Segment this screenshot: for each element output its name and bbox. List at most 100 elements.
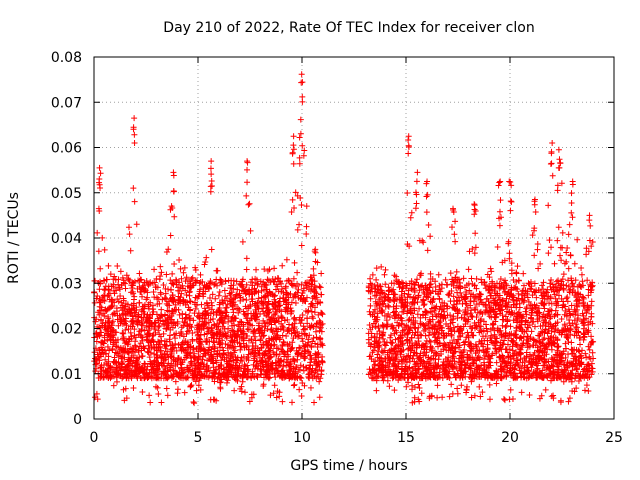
data-point xyxy=(318,328,325,335)
data-point xyxy=(119,302,126,309)
data-point xyxy=(196,335,203,342)
data-point xyxy=(196,339,203,346)
data-point xyxy=(511,365,518,372)
data-point xyxy=(291,381,298,388)
data-point xyxy=(375,373,382,380)
data-point xyxy=(468,275,475,282)
data-point xyxy=(386,383,393,390)
data-point xyxy=(201,331,208,338)
data-point xyxy=(580,316,587,323)
data-point xyxy=(523,305,530,312)
data-point xyxy=(120,310,127,317)
data-point xyxy=(586,353,593,360)
data-point xyxy=(533,374,540,381)
data-point xyxy=(241,288,248,295)
data-point xyxy=(317,324,324,331)
data-point xyxy=(267,392,274,399)
data-point xyxy=(440,346,447,353)
data-point xyxy=(536,339,543,346)
data-point xyxy=(170,298,177,305)
data-point xyxy=(535,287,542,294)
data-point xyxy=(373,300,380,307)
data-point xyxy=(516,335,523,342)
data-point xyxy=(91,349,98,356)
data-point xyxy=(432,305,439,312)
data-point xyxy=(289,399,296,406)
data-point xyxy=(177,344,184,351)
data-point xyxy=(421,344,428,351)
data-point xyxy=(589,320,596,327)
data-point xyxy=(233,278,240,285)
data-point xyxy=(500,279,507,286)
data-point xyxy=(136,299,143,306)
data-point xyxy=(243,281,250,288)
data-point xyxy=(297,116,304,123)
data-point xyxy=(589,349,596,356)
data-point xyxy=(418,390,425,397)
data-point xyxy=(585,329,592,336)
data-point xyxy=(123,272,130,279)
data-point xyxy=(378,359,385,366)
data-point xyxy=(200,321,207,328)
data-point xyxy=(458,314,465,321)
data-point xyxy=(424,358,431,365)
data-point xyxy=(138,326,145,333)
data-point xyxy=(301,348,308,355)
data-point xyxy=(473,374,480,381)
data-point xyxy=(575,377,582,384)
data-point xyxy=(513,270,520,277)
data-point xyxy=(183,375,190,382)
data-point xyxy=(437,322,444,329)
data-point xyxy=(106,290,113,297)
data-point xyxy=(440,329,447,336)
data-point xyxy=(407,324,414,331)
data-point xyxy=(367,275,374,282)
data-point xyxy=(527,351,534,358)
data-point xyxy=(413,344,420,351)
data-point xyxy=(510,277,517,284)
data-point xyxy=(274,388,281,395)
data-point xyxy=(288,208,295,215)
data-point xyxy=(587,281,594,288)
data-point xyxy=(114,336,121,343)
data-point xyxy=(567,331,574,338)
data-point xyxy=(216,301,223,308)
data-point xyxy=(506,308,513,315)
data-point xyxy=(308,343,315,350)
data-point xyxy=(148,337,155,344)
data-point xyxy=(289,282,296,289)
data-point xyxy=(102,350,109,357)
data-point xyxy=(371,344,378,351)
data-point xyxy=(126,336,133,343)
data-point xyxy=(559,350,566,357)
data-point xyxy=(296,221,303,228)
data-point xyxy=(212,295,219,302)
data-point xyxy=(91,299,98,306)
data-point xyxy=(127,329,134,336)
data-point xyxy=(194,366,201,373)
data-point xyxy=(155,344,162,351)
data-point xyxy=(454,370,461,377)
data-point xyxy=(471,320,478,327)
data-point xyxy=(150,331,157,338)
data-point xyxy=(430,322,437,329)
data-point xyxy=(115,281,122,288)
data-point xyxy=(478,279,485,286)
data-point xyxy=(310,334,317,341)
data-point xyxy=(285,277,292,284)
data-point xyxy=(125,275,132,282)
data-point xyxy=(581,303,588,310)
data-point xyxy=(304,315,311,322)
data-point xyxy=(486,396,493,403)
data-point xyxy=(120,373,127,380)
data-point xyxy=(557,397,564,404)
data-point xyxy=(180,269,187,276)
data-point xyxy=(471,392,478,399)
data-point xyxy=(416,237,423,244)
data-point xyxy=(411,349,418,356)
data-point xyxy=(288,345,295,352)
data-point xyxy=(436,339,443,346)
data-point xyxy=(167,332,174,339)
data-point xyxy=(400,308,407,315)
data-point xyxy=(223,313,230,320)
